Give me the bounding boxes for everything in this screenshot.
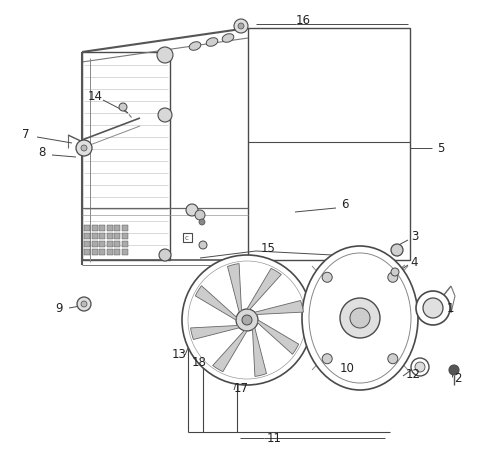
Bar [84,241,90,247]
Text: 7: 7 [22,128,29,141]
Circle shape [81,301,87,307]
Polygon shape [258,320,299,354]
Text: 9: 9 [55,302,62,315]
Circle shape [238,23,244,29]
Bar [84,225,90,231]
Circle shape [157,47,173,63]
Circle shape [182,255,312,385]
Bar [92,241,97,247]
Ellipse shape [309,253,411,383]
Bar [99,241,105,247]
Bar [92,225,97,231]
Text: c: c [185,235,189,241]
Bar [121,225,128,231]
Ellipse shape [189,42,201,50]
Circle shape [391,268,399,276]
Bar [114,241,120,247]
Bar [248,28,410,260]
Bar [107,233,112,239]
Bar [114,249,120,255]
Text: 14: 14 [88,91,103,103]
Circle shape [322,354,332,364]
Bar [84,249,90,255]
Circle shape [236,309,258,331]
Polygon shape [213,331,247,371]
Circle shape [411,358,429,376]
Circle shape [76,140,92,156]
Bar [107,249,112,255]
Circle shape [199,219,205,225]
Circle shape [388,272,398,282]
Circle shape [391,244,403,256]
Circle shape [186,204,198,216]
Bar [121,233,128,239]
Text: 13: 13 [172,348,187,361]
Bar [99,233,105,239]
Circle shape [449,365,459,375]
Circle shape [158,108,172,122]
Text: 10: 10 [340,361,355,375]
Circle shape [195,210,205,220]
Bar [114,225,120,231]
Text: 8: 8 [38,146,46,158]
Bar [121,241,128,247]
Circle shape [119,103,127,111]
Bar [92,233,97,239]
Polygon shape [228,263,241,312]
Polygon shape [252,328,266,377]
Bar [183,233,192,242]
Text: 17: 17 [234,382,249,395]
Ellipse shape [222,34,234,43]
Bar [99,225,105,231]
Bar [107,225,112,231]
Text: 6: 6 [341,199,348,212]
Circle shape [242,315,252,325]
Text: 16: 16 [296,13,311,26]
Ellipse shape [206,38,218,46]
Circle shape [388,354,398,364]
Ellipse shape [302,246,418,390]
Circle shape [322,272,332,282]
Circle shape [81,145,87,151]
Bar [99,249,105,255]
Text: 18: 18 [192,355,207,369]
Bar [92,249,97,255]
Polygon shape [195,286,236,320]
Text: 5: 5 [437,141,444,154]
Circle shape [340,298,380,338]
Circle shape [234,19,248,33]
Bar [114,233,120,239]
Polygon shape [82,52,170,260]
Text: 11: 11 [267,432,282,444]
Text: 3: 3 [411,231,419,243]
Text: 4: 4 [410,255,418,268]
Bar [121,249,128,255]
Circle shape [423,298,443,318]
Circle shape [77,297,91,311]
Polygon shape [247,268,281,310]
Polygon shape [191,326,239,340]
Circle shape [416,291,450,325]
Circle shape [415,362,425,372]
Polygon shape [255,300,303,315]
Bar [84,233,90,239]
Text: 15: 15 [261,242,276,255]
Circle shape [350,308,370,328]
Circle shape [159,249,171,261]
Circle shape [199,241,207,249]
Text: 1: 1 [447,302,455,315]
Circle shape [188,261,306,379]
Bar [107,241,112,247]
Text: 2: 2 [454,371,461,384]
Text: 12: 12 [406,369,421,382]
